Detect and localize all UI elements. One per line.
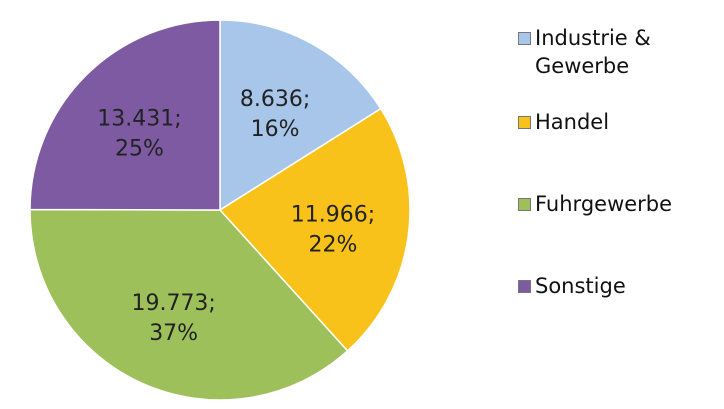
value-label: 11.966; [291, 202, 375, 227]
pie-slice [218, 107, 411, 352]
legend-swatch [518, 198, 531, 211]
legend-swatch [518, 116, 531, 129]
legend-item: Sonstige [518, 272, 718, 300]
pie-slice [219, 19, 382, 212]
percent-label: 37% [149, 321, 198, 346]
legend-label: Fuhrgewerbe [535, 192, 673, 216]
legend-item: Fuhrgewerbe [518, 190, 718, 218]
percent-label: 25% [115, 136, 164, 161]
legend-swatch [518, 280, 531, 293]
legend-item: Industrie & Gewerbe [518, 24, 718, 80]
data-label: 11.966; 22% [291, 202, 375, 257]
data-label: 13.431; 25% [97, 106, 181, 161]
legend-label: Sonstige [535, 274, 626, 298]
legend-swatch [518, 32, 531, 45]
percent-label: 16% [251, 117, 300, 142]
pie-slice [29, 19, 221, 211]
data-label: 8.636; 16% [240, 87, 310, 142]
pie-slice [29, 208, 349, 401]
legend-label: Industrie & Gewerbe [535, 26, 651, 78]
legend-item: Handel [518, 108, 718, 136]
percent-label: 22% [308, 232, 357, 257]
value-label: 8.636; [240, 87, 310, 112]
value-label: 19.773; [131, 291, 215, 316]
value-label: 13.431; [97, 106, 181, 131]
legend-label: Handel [535, 110, 610, 134]
data-label: 19.773; 37% [131, 291, 215, 346]
